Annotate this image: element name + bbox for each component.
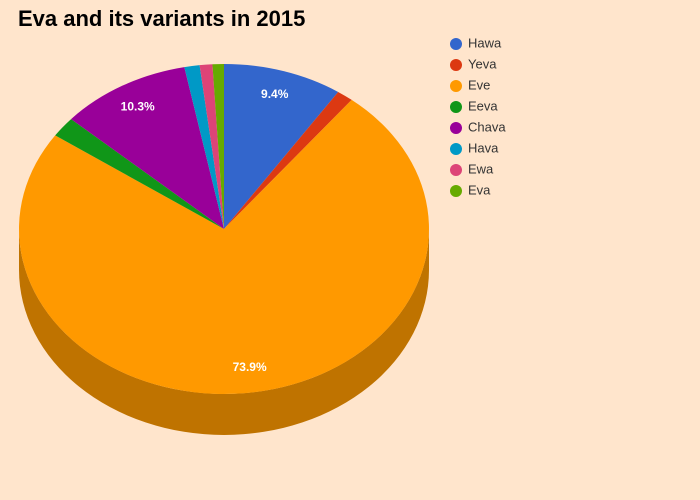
legend-marker (450, 143, 462, 155)
slice (212, 64, 224, 229)
slice (184, 65, 224, 229)
slice (55, 119, 225, 229)
value-label: 9.4% (261, 87, 289, 101)
legend-label: Yeva (468, 56, 497, 71)
slice-side (19, 229, 429, 435)
legend-label: Hava (468, 140, 499, 155)
legend-marker (450, 101, 462, 113)
legend-label: Eve (468, 77, 490, 92)
slice (224, 64, 339, 229)
legend-label: Eva (468, 182, 491, 197)
slice (199, 64, 224, 230)
legend-label: Eeva (468, 98, 498, 113)
pie-sides (19, 229, 429, 435)
pie-tops (18, 64, 430, 395)
legend-label: Hawa (468, 35, 502, 50)
legend-marker (450, 185, 462, 197)
legend-marker (450, 80, 462, 92)
legend-marker (450, 59, 462, 71)
value-label: 73.9% (233, 360, 267, 374)
chart-title: Eva and its variants in 2015 (18, 6, 305, 31)
legend-label: Chava (468, 119, 506, 134)
slice (18, 99, 430, 395)
slice (71, 67, 224, 230)
slice (224, 91, 352, 229)
value-label: 10.3% (121, 99, 155, 113)
value-labels: 9.4% 73.9% 10.3% (121, 87, 289, 374)
legend-label: Ewa (468, 161, 494, 176)
legend-marker (450, 38, 462, 50)
legend-marker (450, 164, 462, 176)
legend-marker (450, 122, 462, 134)
legend: Hawa Yeva Eve Eeva Chava Hava Ewa Eva (450, 35, 506, 197)
